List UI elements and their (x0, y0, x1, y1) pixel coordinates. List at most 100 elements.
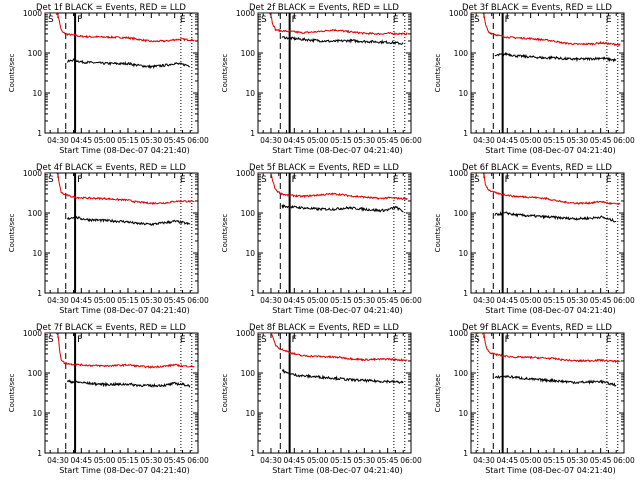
detector-panel-9: Det 9f BLACK = Events, RED = LLD 1 10 100 10… (434, 323, 635, 475)
marker-label-flare: F (292, 335, 297, 345)
y-tick-label: 1 (250, 449, 255, 458)
x-tick-label: 05:15 (330, 136, 352, 145)
x-tick-label: 06:00 (187, 296, 209, 305)
marker-label-start: S (474, 15, 480, 25)
x-tick-label: 05:45 (377, 296, 399, 305)
x-tick-label: 05:15 (543, 456, 565, 465)
marker-label-end: E (393, 335, 399, 345)
x-tick-label: 05:45 (164, 296, 186, 305)
events-series-line (281, 203, 404, 213)
y-tick-label: 1000 (236, 329, 255, 338)
detector-panel-2: Det 2f BLACK = Events, RED = LLD 1 10 100 10… (221, 3, 422, 155)
y-tick-label: 1000 (23, 329, 42, 338)
lld-series-line (45, 173, 195, 206)
y-axis-label: Counts/sec (434, 374, 442, 413)
y-tick-label: 1 (463, 449, 468, 458)
x-axis-label: Start Time (08-Dec-07 04:21:40) (485, 306, 616, 315)
events-series-line (66, 379, 191, 388)
x-tick-label: 05:00 (520, 456, 542, 465)
y-tick-label: 100 (241, 369, 256, 378)
x-tick-label: 05:45 (590, 296, 612, 305)
plot-frame (257, 12, 412, 134)
x-tick-label: 04:45 (283, 296, 305, 305)
marker-label-start: S (261, 15, 267, 25)
y-tick-label: 10 (458, 409, 468, 418)
events-series-line (494, 51, 617, 63)
x-tick-label: 05:00 (307, 296, 329, 305)
y-tick-label: 1000 (236, 169, 255, 178)
y-tick-label: 10 (458, 249, 468, 258)
marker-label-start: S (474, 335, 480, 345)
x-axis-label: Start Time (08-Dec-07 04:21:40) (272, 146, 403, 155)
x-tick-label: 05:00 (307, 456, 329, 465)
x-tick-label: 06:00 (187, 456, 209, 465)
x-tick-label: 04:30 (473, 456, 495, 465)
marker-label-start: S (48, 335, 54, 345)
marker-label-end: E (393, 15, 399, 25)
x-tick-label: 05:15 (117, 456, 139, 465)
y-tick-label: 1 (37, 289, 42, 298)
y-tick-label: 100 (454, 49, 469, 58)
lld-series-line (471, 333, 621, 364)
marker-label-flare: F (292, 15, 297, 25)
marker-label-flare: F (77, 175, 82, 185)
marker-label-flare: F (505, 15, 510, 25)
x-tick-label: 05:15 (117, 296, 139, 305)
x-tick-label: 04:45 (283, 136, 305, 145)
detector-panel-6: Det 6f BLACK = Events, RED = LLD 1 10 100 10… (434, 163, 635, 315)
detector-panel-5: Det 5f BLACK = Events, RED = LLD 1 10 100 10… (221, 163, 422, 315)
y-tick-label: 1 (37, 449, 42, 458)
events-series-line (66, 215, 191, 227)
x-tick-label: 05:30 (354, 296, 376, 305)
x-tick-label: 06:00 (613, 456, 635, 465)
panel-title: Det 7f BLACK = Events, RED = LLD (36, 323, 186, 333)
panel-title: Det 6f BLACK = Events, RED = LLD (462, 163, 612, 173)
y-tick-label: 100 (28, 369, 43, 378)
x-tick-label: 06:00 (613, 136, 635, 145)
detector-panel-7: Det 7f BLACK = Events, RED = LLD 1 10 100 10… (8, 323, 209, 475)
y-tick-label: 1 (250, 289, 255, 298)
detector-panel-4: Det 4f BLACK = Events, RED = LLD 1 10 100 10… (8, 163, 209, 315)
y-tick-label: 1000 (449, 9, 468, 18)
y-axis-label: Counts/sec (8, 374, 16, 413)
marker-label-end: E (606, 15, 612, 25)
x-tick-label: 06:00 (613, 296, 635, 305)
x-tick-label: 05:30 (567, 296, 589, 305)
plot-frame (257, 332, 412, 454)
y-tick-label: 100 (241, 209, 256, 218)
x-tick-label: 05:00 (94, 296, 116, 305)
x-tick-label: 04:45 (283, 456, 305, 465)
y-tick-label: 100 (241, 49, 256, 58)
y-tick-label: 1000 (236, 9, 255, 18)
detector-panel-1: Det 1f BLACK = Events, RED = LLD 1 10 100 10… (8, 3, 209, 155)
x-tick-label: 05:00 (94, 136, 116, 145)
y-axis-label: Counts/sec (221, 54, 229, 93)
y-tick-label: 1000 (23, 169, 42, 178)
plot-frame (44, 332, 199, 454)
marker-label-end: E (180, 15, 186, 25)
plot-frame (44, 12, 199, 134)
x-tick-label: 06:00 (400, 456, 422, 465)
y-tick-label: 1 (250, 129, 255, 138)
marker-label-flare: F (505, 175, 510, 185)
x-tick-label: 05:15 (543, 136, 565, 145)
lld-series-line (258, 173, 408, 201)
x-tick-label: 04:45 (70, 296, 92, 305)
marker-label-flare: F (77, 15, 82, 25)
y-tick-label: 10 (245, 249, 255, 258)
lld-series-line (45, 333, 195, 369)
y-axis-label: Counts/sec (434, 54, 442, 93)
y-tick-label: 1000 (449, 329, 468, 338)
x-tick-label: 06:00 (400, 136, 422, 145)
marker-label-start: S (261, 335, 267, 345)
plot-frame (470, 172, 625, 294)
y-tick-label: 10 (32, 89, 42, 98)
events-series-line (281, 368, 404, 385)
lld-series-line (258, 13, 408, 36)
x-axis-label: Start Time (08-Dec-07 04:21:40) (59, 146, 190, 155)
x-tick-label: 04:30 (260, 456, 282, 465)
lld-series-line (471, 13, 621, 47)
x-tick-label: 04:45 (496, 456, 518, 465)
